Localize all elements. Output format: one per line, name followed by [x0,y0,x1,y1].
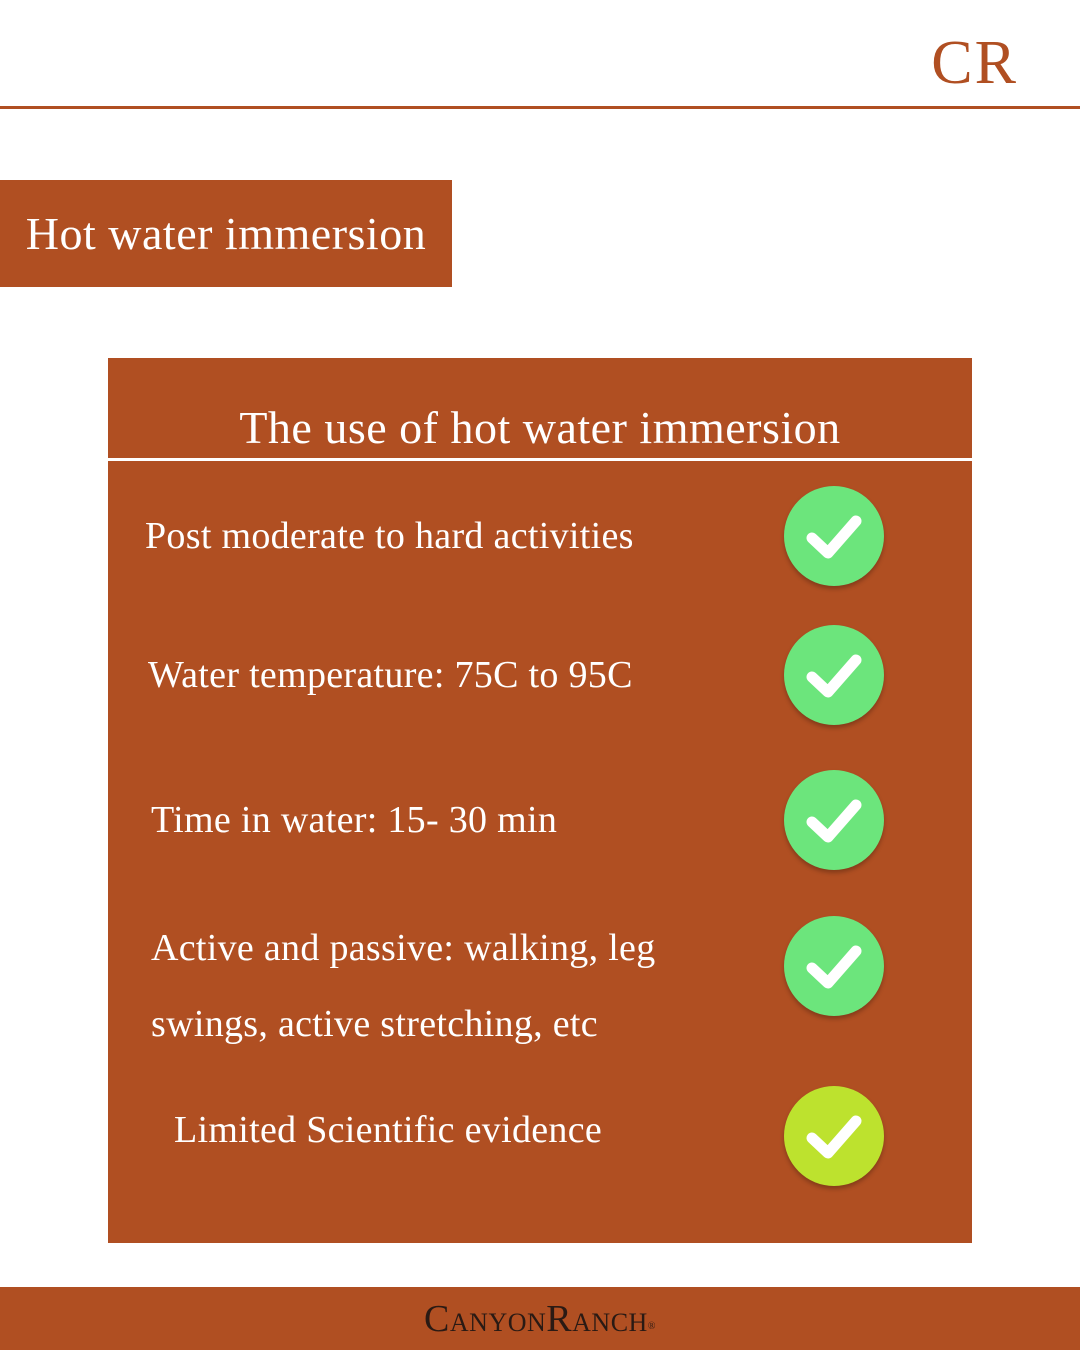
list-item: Limited Scientific evidence [108,1086,972,1186]
check-icon [784,486,884,586]
panel-heading-text: The use of hot water immersion [239,401,841,453]
list-item: Active and passive: walking, leg swings,… [108,916,972,1066]
cr-logo: CR [931,29,1018,97]
panel-divider [108,458,972,461]
list-item-text: Active and passive: walking, leg swings,… [151,927,656,1045]
list-item-text: Post moderate to hard activities [145,515,634,557]
info-panel: The use of hot water immersion Post mode… [108,358,972,1243]
check-icon [784,916,884,1016]
list-item: Time in water: 15- 30 min [108,770,972,870]
page-title: Hot water immersion [25,208,427,259]
title-banner: Hot water immersion [0,180,452,287]
canyon-ranch-logo: CANYONRANCH® [424,1297,656,1340]
panel-heading: The use of hot water immersion [108,358,972,458]
check-icon [784,770,884,870]
footer-bar: CANYONRANCH® [0,1287,1080,1350]
list-item: Post moderate to hard activities [108,486,972,586]
check-icon [784,625,884,725]
list-item-text: Limited Scientific evidence [174,1109,603,1151]
list-item: Water temperature: 75C to 95C [108,625,972,725]
check-icon [784,1086,884,1186]
header-divider [0,106,1080,109]
list-item-text: Water temperature: 75C to 95C [148,654,633,696]
list-item-text: Time in water: 15- 30 min [151,799,558,841]
